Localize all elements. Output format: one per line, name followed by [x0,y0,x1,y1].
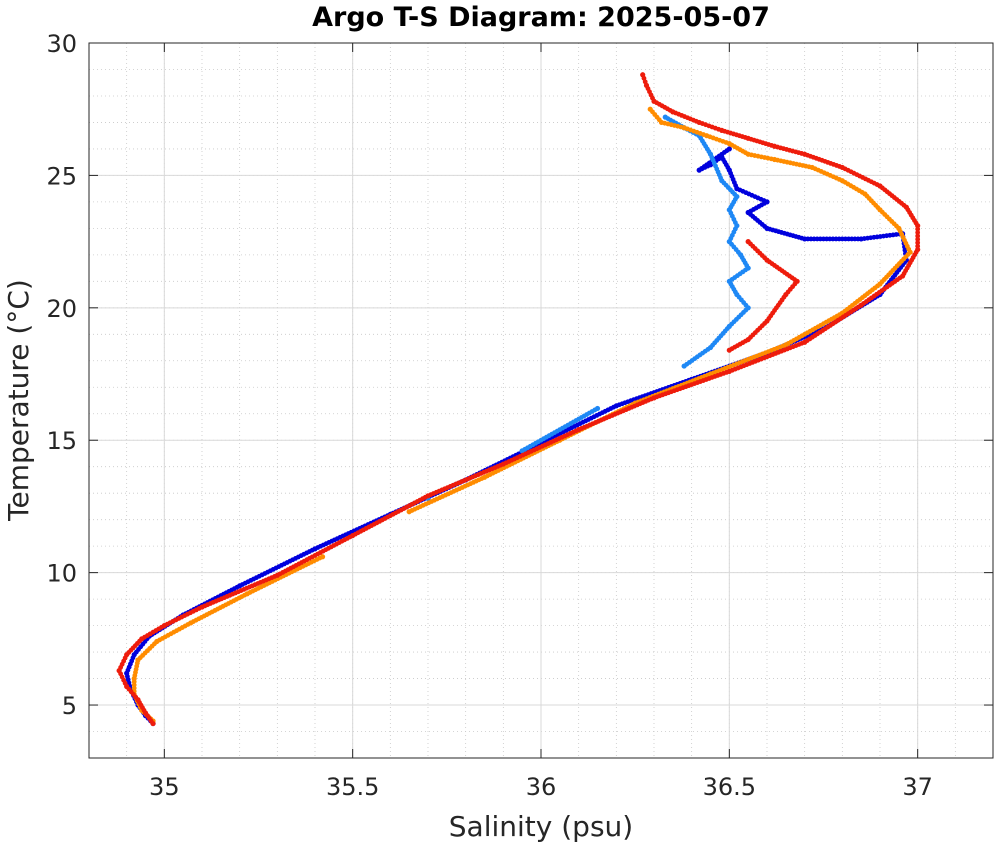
data-point [662,114,668,120]
y-axis: 5 10 15 20 25 30 [46,30,993,720]
data-point [915,236,921,242]
x-axis-label: Salinity (psu) [449,810,633,843]
data-point [640,72,646,78]
data-point [726,347,732,353]
x-axis: 35 35.5 36 36.5 37 [149,43,933,801]
data-point [319,554,326,560]
data-point [647,106,653,112]
y-axis-label: Temperature (°C) [2,279,35,522]
x-tick-label: 36.5 [703,773,756,801]
x-tick-label: 35 [149,773,180,801]
y-tick-label: 15 [46,427,77,455]
x-tick-label: 35.5 [326,773,379,801]
data-point [726,146,732,152]
data-point [594,405,601,412]
data-point [915,233,921,239]
chart-title: Argo T-S Diagram: 2025-05-07 [312,2,770,33]
y-tick-label: 20 [46,295,77,323]
y-tick-label: 25 [46,162,77,190]
data-point [915,240,921,246]
y-tick-label: 5 [62,692,77,720]
y-tick-label: 30 [46,30,77,58]
x-tick-label: 36 [526,773,557,801]
x-tick-label: 37 [902,773,933,801]
series-layer [116,72,921,727]
y-tick-label: 10 [46,560,77,588]
data-point [915,243,921,249]
series-4 [116,72,921,727]
data-point [915,230,921,235]
data-point [915,246,921,253]
